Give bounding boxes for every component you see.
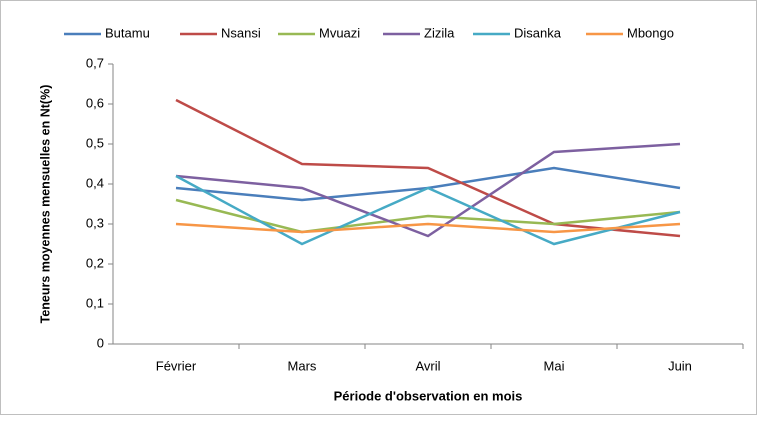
series-line [175,142,681,238]
y-tick-label: 0,3 [86,215,104,230]
x-axis-label: Période d'observation en mois [334,388,523,403]
y-tick-label: 0,5 [86,135,104,150]
series-line [175,174,681,246]
x-tick-label: Mai [544,358,565,373]
x-tick-label: Juin [668,358,692,373]
y-tick-label: 0,4 [86,175,104,190]
legend-label: Zizila [424,25,455,40]
y-tick-label: 0,6 [86,95,104,110]
series-line [175,98,681,238]
x-tick-label: Février [156,358,197,373]
legend-label: Butamu [105,25,150,40]
series-line [175,222,681,234]
x-tick-label: Avril [415,358,440,373]
legend-label: Mbongo [627,25,674,40]
legend-label: Disanka [514,25,562,40]
x-tick-label: Mars [288,358,317,373]
y-tick-label: 0,7 [86,55,104,70]
y-tick-label: 0,1 [86,295,104,310]
y-axis-label: Teneurs moyennes mensuelles en Nt(%) [38,85,52,324]
y-tick-label: 0,2 [86,255,104,270]
legend-label: Mvuazi [319,25,360,40]
y-tick-label: 0 [97,335,104,350]
legend-label: Nsansi [221,25,261,40]
